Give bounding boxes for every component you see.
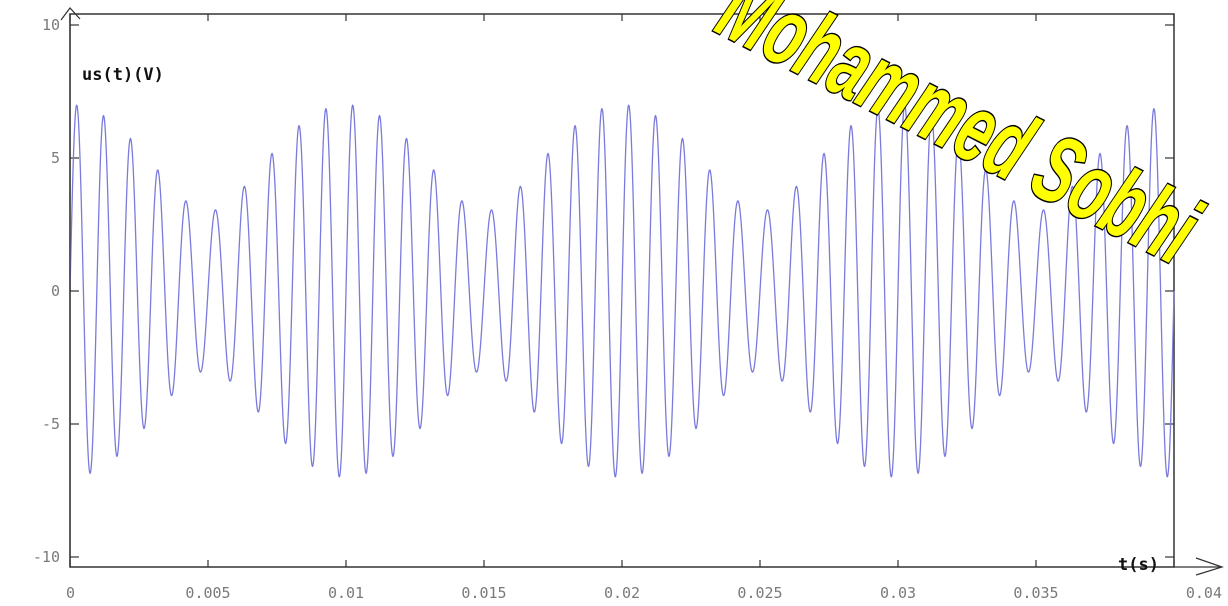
- y-tick-label: 0: [51, 282, 60, 300]
- y-tick-label: -10: [33, 548, 60, 566]
- x-tick-label: 0.01: [328, 584, 364, 602]
- x-tick-label: 0.005: [185, 584, 230, 602]
- y-tick-label: -5: [42, 415, 60, 433]
- x-tick-label: 0: [66, 584, 75, 602]
- series-layer: [69, 104, 1175, 478]
- y-axis-arrow: [60, 7, 81, 567]
- tick-marks: [69, 14, 1175, 567]
- x-tick-label: 0.03: [880, 584, 916, 602]
- x-tick-label: 0.025: [737, 584, 782, 602]
- y-tick-labels: 10 5 0 -5 -10: [33, 16, 60, 566]
- x-tick-labels: 0 0.005 0.01 0.015 0.02 0.025 0.03 0.035 0.04: [66, 584, 1222, 602]
- y-axis-label: us(t)(V): [82, 65, 164, 85]
- series-line: [69, 104, 1175, 478]
- x-tick-label: 0.02: [604, 584, 640, 602]
- x-tick-label: 0.015: [461, 584, 506, 602]
- y-tick-label: 5: [51, 149, 60, 167]
- y-tick-label: 10: [42, 16, 60, 34]
- x-axis-arrow: [1174, 557, 1224, 576]
- x-tick-label: 0.035: [1013, 584, 1058, 602]
- watermark: Mohammed Sobhi: [702, 0, 1215, 285]
- x-tick-label: 0.04: [1186, 584, 1222, 602]
- x-axis-label: t(s): [1118, 555, 1159, 575]
